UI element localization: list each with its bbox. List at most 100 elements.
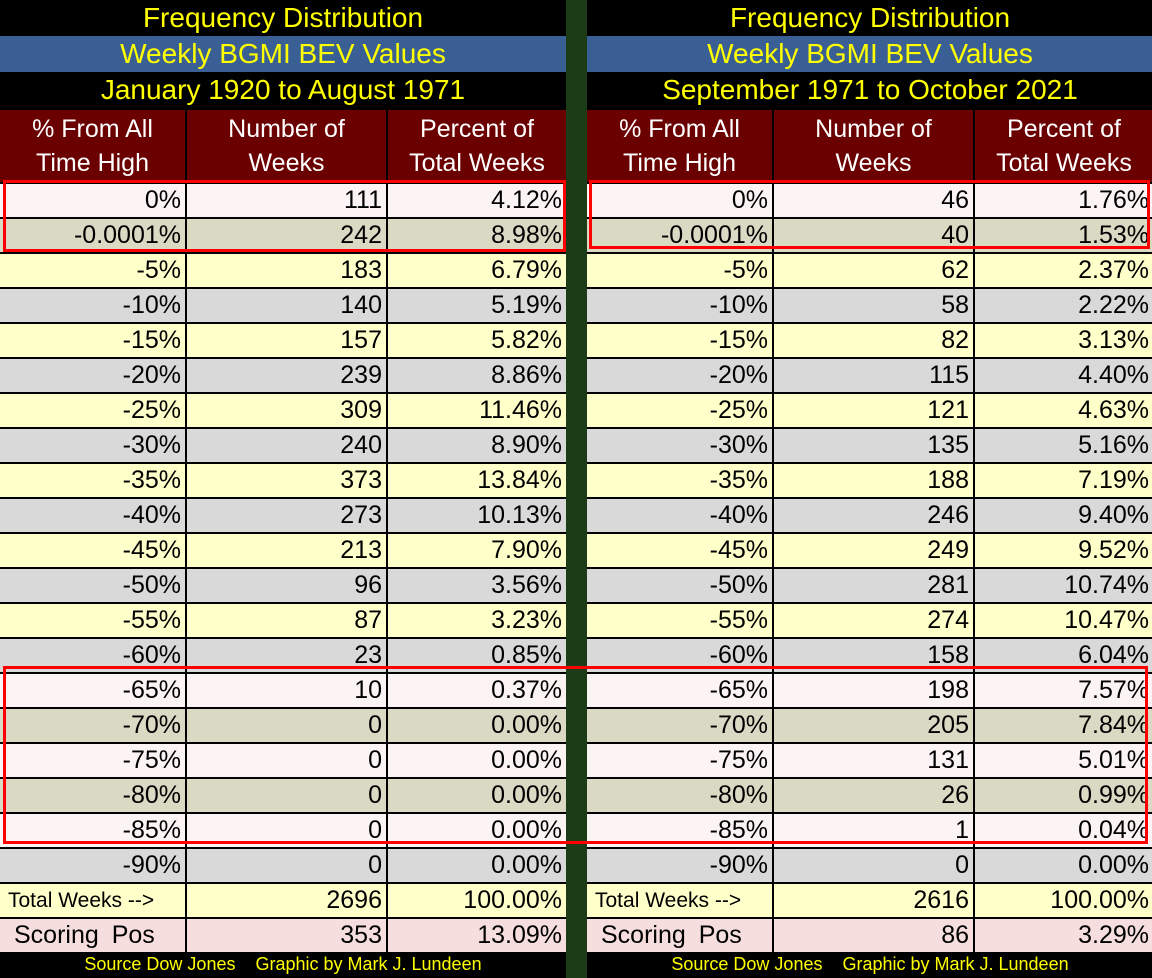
- row-percent: 9.40%: [975, 499, 1152, 532]
- row-label: -60%: [587, 639, 772, 672]
- row-weeks: 246: [774, 499, 973, 532]
- header-percent-of-total: Percent of Total Weeks: [388, 110, 566, 182]
- row-weeks: 373: [187, 464, 386, 497]
- row-percent: 8.86%: [388, 359, 566, 392]
- row-weeks: 183: [187, 254, 386, 287]
- row-weeks: 239: [187, 359, 386, 392]
- table-row: -40% 246 9.40%: [587, 499, 1152, 532]
- row-percent: 2.22%: [975, 289, 1152, 322]
- header-pct-from-ath: % From All Time High: [587, 110, 772, 182]
- table-row: 0% 46 1.76%: [587, 184, 1152, 217]
- row-percent: 10.74%: [975, 569, 1152, 602]
- panel-divider: [566, 0, 587, 978]
- table-row: -80% 26 0.99%: [587, 779, 1152, 812]
- row-percent: 7.57%: [975, 674, 1152, 707]
- row-weeks: 121: [774, 394, 973, 427]
- row-label: -35%: [587, 464, 772, 497]
- row-label: Scoring Pos: [0, 919, 185, 952]
- row-label: -10%: [587, 289, 772, 322]
- row-label: -30%: [587, 429, 772, 462]
- row-label: -70%: [587, 709, 772, 742]
- row-label: -75%: [0, 744, 185, 777]
- row-label: -65%: [587, 674, 772, 707]
- row-percent: 3.56%: [388, 569, 566, 602]
- row-weeks: 213: [187, 534, 386, 567]
- row-weeks: 0: [187, 744, 386, 777]
- row-percent: 7.19%: [975, 464, 1152, 497]
- table-body: 0% 111 4.12% -0.0001% 242 8.98% -5% 183 6.79% -10…: [0, 184, 566, 954]
- row-percent: 13.09%: [388, 919, 566, 952]
- row-percent: 0.99%: [975, 779, 1152, 812]
- scoring-row: Scoring Pos 86 3.29%: [587, 919, 1152, 952]
- row-percent: 13.84%: [388, 464, 566, 497]
- row-weeks: 111: [187, 184, 386, 217]
- row-percent: 1.76%: [975, 184, 1152, 217]
- scoring-row: Scoring Pos 353 13.09%: [0, 919, 566, 952]
- row-weeks: 0: [774, 849, 973, 882]
- panel-period: January 1920 to August 1971: [0, 72, 566, 108]
- row-label: -5%: [0, 254, 185, 287]
- row-weeks: 158: [774, 639, 973, 672]
- row-percent: 5.01%: [975, 744, 1152, 777]
- row-label: -50%: [587, 569, 772, 602]
- row-weeks: 198: [774, 674, 973, 707]
- row-percent: 100.00%: [388, 884, 566, 917]
- table-row: -35% 373 13.84%: [0, 464, 566, 497]
- row-weeks: 157: [187, 324, 386, 357]
- row-label: -15%: [0, 324, 185, 357]
- row-weeks: 0: [187, 814, 386, 847]
- table-row: -75% 0 0.00%: [0, 744, 566, 777]
- row-label: -0.0001%: [0, 219, 185, 252]
- row-label: -15%: [587, 324, 772, 357]
- table-row: -50% 96 3.56%: [0, 569, 566, 602]
- table-row: -90% 0 0.00%: [587, 849, 1152, 882]
- row-label: -50%: [0, 569, 185, 602]
- row-percent: 100.00%: [975, 884, 1152, 917]
- row-label: -0.0001%: [587, 219, 772, 252]
- row-weeks: 86: [774, 919, 973, 952]
- row-percent: 5.19%: [388, 289, 566, 322]
- row-label: 0%: [587, 184, 772, 217]
- row-weeks: 309: [187, 394, 386, 427]
- table-row: -85% 0 0.00%: [0, 814, 566, 847]
- row-percent: 4.12%: [388, 184, 566, 217]
- row-percent: 0.85%: [388, 639, 566, 672]
- row-percent: 9.52%: [975, 534, 1152, 567]
- row-weeks: 242: [187, 219, 386, 252]
- row-percent: 2.37%: [975, 254, 1152, 287]
- row-percent: 0.00%: [388, 849, 566, 882]
- row-percent: 3.13%: [975, 324, 1152, 357]
- row-weeks: 353: [187, 919, 386, 952]
- row-weeks: 87: [187, 604, 386, 637]
- row-weeks: 188: [774, 464, 973, 497]
- row-label: Scoring Pos: [587, 919, 772, 952]
- panel-period: September 1971 to October 2021: [587, 72, 1152, 108]
- table-row: -70% 205 7.84%: [587, 709, 1152, 742]
- table-row: -70% 0 0.00%: [0, 709, 566, 742]
- row-weeks: 82: [774, 324, 973, 357]
- table-row: -65% 198 7.57%: [587, 674, 1152, 707]
- row-weeks: 249: [774, 534, 973, 567]
- row-label: Total Weeks -->: [587, 884, 772, 917]
- header-pct-from-ath: % From All Time High: [0, 110, 185, 182]
- row-percent: 3.23%: [388, 604, 566, 637]
- row-label: -35%: [0, 464, 185, 497]
- row-label: -80%: [0, 779, 185, 812]
- row-weeks: 1: [774, 814, 973, 847]
- table-row: -55% 274 10.47%: [587, 604, 1152, 637]
- row-weeks: 240: [187, 429, 386, 462]
- row-weeks: 115: [774, 359, 973, 392]
- footer-credit: Source Dow Jones Graphic by Mark J. Lund…: [84, 954, 482, 974]
- left-panel: Frequency Distribution Weekly BGMI BEV V…: [0, 0, 587, 978]
- row-percent: 0.00%: [388, 779, 566, 812]
- row-percent: 0.00%: [388, 709, 566, 742]
- row-label: -20%: [0, 359, 185, 392]
- row-label: -75%: [587, 744, 772, 777]
- table-row: -15% 157 5.82%: [0, 324, 566, 357]
- panel-subtitle: Weekly BGMI BEV Values: [587, 36, 1152, 72]
- row-label: -90%: [0, 849, 185, 882]
- row-weeks: 26: [774, 779, 973, 812]
- row-percent: 8.90%: [388, 429, 566, 462]
- row-label: -10%: [0, 289, 185, 322]
- row-weeks: 23: [187, 639, 386, 672]
